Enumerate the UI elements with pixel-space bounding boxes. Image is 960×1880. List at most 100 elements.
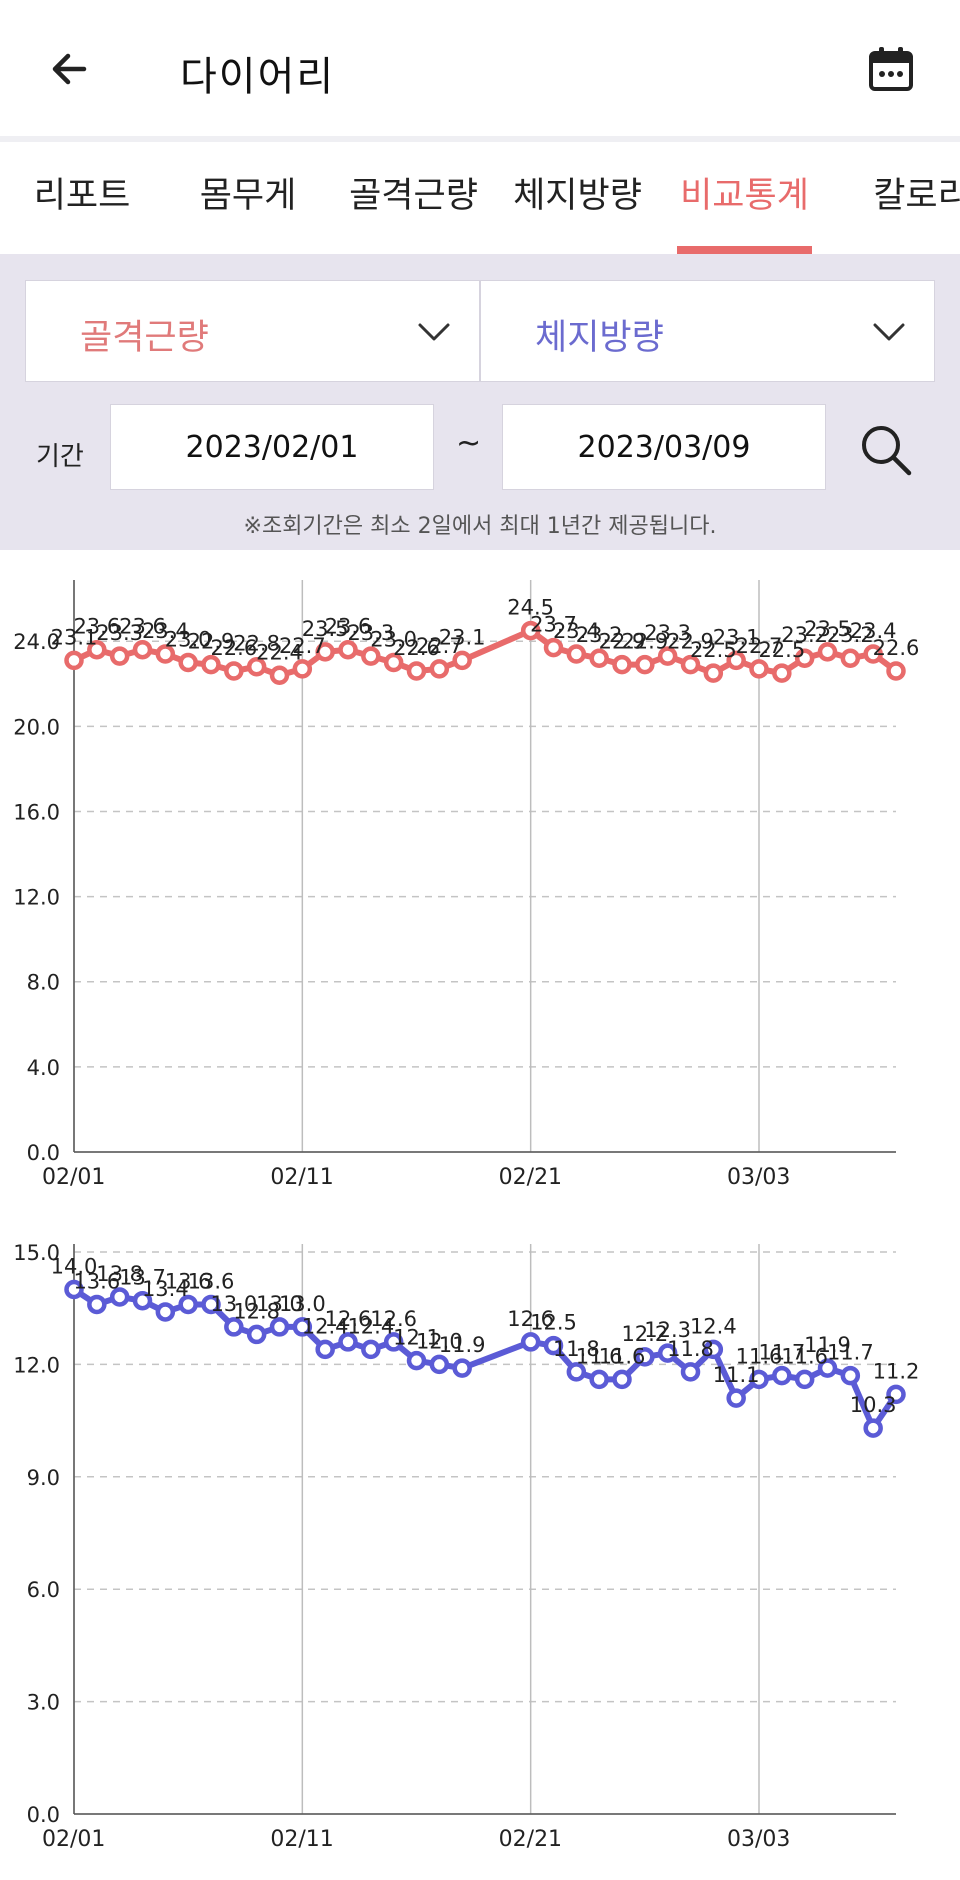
data-point[interactable]	[201, 654, 221, 675]
data-point[interactable]	[886, 1384, 906, 1405]
data-label: 11.6	[781, 1344, 828, 1368]
data-point[interactable]	[155, 644, 176, 664]
data-point[interactable]	[132, 1290, 153, 1311]
data-point[interactable]	[201, 1294, 221, 1315]
data-label: 22.4	[256, 640, 303, 664]
data-point[interactable]	[109, 1287, 130, 1307]
data-point[interactable]	[361, 1339, 381, 1360]
data-point[interactable]	[315, 642, 335, 662]
data-point[interactable]	[726, 650, 746, 671]
data-label: 13.6	[188, 1269, 235, 1293]
data-point[interactable]	[292, 1317, 313, 1337]
data-point[interactable]	[612, 654, 632, 675]
data-point[interactable]	[452, 650, 472, 671]
data-point[interactable]	[520, 620, 541, 641]
data-point[interactable]	[543, 637, 564, 658]
data-point[interactable]	[817, 1358, 838, 1378]
data-point[interactable]	[361, 646, 381, 666]
data-point[interactable]	[612, 1369, 632, 1390]
tab-muscle[interactable]: 골격근량	[349, 176, 478, 216]
data-point[interactable]	[109, 646, 130, 666]
end-date-input[interactable]: 2023/03/09	[502, 404, 826, 490]
arrow-left-icon	[52, 53, 87, 85]
data-label: 11.9	[804, 1333, 851, 1357]
data-point[interactable]	[178, 652, 198, 673]
data-point[interactable]	[155, 1302, 176, 1322]
data-label: 11.8	[667, 1337, 714, 1361]
data-point[interactable]	[269, 665, 290, 686]
data-point[interactable]	[635, 1347, 655, 1367]
period-notice: ※조회기간은 최소 2일에서 최대 1년간 제공됩니다.	[243, 514, 717, 539]
data-point[interactable]	[64, 1279, 84, 1300]
data-point[interactable]	[246, 1324, 267, 1345]
tab-bar: 리포트 몸무게 골격근량 체지방량 비교통계 칼로리	[0, 148, 960, 254]
data-point[interactable]	[589, 1369, 609, 1390]
data-point[interactable]	[429, 659, 450, 679]
data-label: 11.7	[758, 1341, 805, 1365]
data-point[interactable]	[749, 659, 769, 679]
data-point[interactable]	[132, 639, 153, 660]
data-point[interactable]	[566, 644, 587, 664]
data-point[interactable]	[589, 648, 609, 668]
search-button[interactable]	[858, 422, 914, 478]
data-point[interactable]	[863, 644, 883, 664]
data-label: 22.9	[188, 630, 235, 654]
data-point[interactable]	[726, 1388, 746, 1408]
tab-report[interactable]: 리포트	[33, 176, 131, 216]
right-metric-select[interactable]: 체지방량	[480, 280, 935, 382]
tab-compare-stats[interactable]: 비교통계	[680, 176, 809, 216]
data-point[interactable]	[772, 663, 792, 683]
data-point[interactable]	[657, 646, 678, 666]
data-point[interactable]	[886, 661, 906, 681]
data-point[interactable]	[64, 650, 84, 671]
data-point[interactable]	[543, 1335, 564, 1356]
data-point[interactable]	[292, 659, 313, 679]
data-point[interactable]	[406, 1350, 427, 1371]
calendar-button[interactable]	[866, 44, 916, 94]
data-point[interactable]	[657, 1343, 678, 1363]
data-point[interactable]	[315, 1339, 335, 1360]
data-point[interactable]	[87, 639, 107, 660]
data-point[interactable]	[840, 648, 861, 668]
data-point[interactable]	[224, 661, 244, 681]
data-point[interactable]	[520, 1332, 541, 1352]
left-metric-select[interactable]: 골격근량	[25, 280, 480, 382]
data-label: 11.2	[873, 1359, 920, 1383]
data-point[interactable]	[635, 654, 655, 675]
data-point[interactable]	[338, 639, 358, 660]
data-label: 22.6	[873, 636, 920, 660]
data-point[interactable]	[680, 1362, 701, 1382]
data-point[interactable]	[178, 1294, 198, 1315]
data-point[interactable]	[383, 1332, 404, 1352]
x-tick-label: 02/01	[42, 1827, 105, 1852]
data-point[interactable]	[680, 654, 701, 675]
data-point[interactable]	[87, 1294, 107, 1315]
data-point[interactable]	[794, 1369, 815, 1390]
tab-body-fat[interactable]: 체지방량	[513, 176, 642, 216]
back-button[interactable]	[44, 44, 94, 94]
data-point[interactable]	[246, 656, 267, 677]
tab-weight[interactable]: 몸무게	[199, 176, 297, 216]
data-point[interactable]	[338, 1332, 358, 1352]
data-point[interactable]	[452, 1358, 472, 1378]
data-point[interactable]	[772, 1365, 792, 1386]
data-point[interactable]	[703, 663, 724, 683]
data-point[interactable]	[794, 648, 815, 668]
data-point[interactable]	[840, 1365, 861, 1386]
data-label: 22.7	[279, 634, 326, 658]
data-point[interactable]	[566, 1362, 587, 1382]
data-point[interactable]	[429, 1354, 450, 1375]
start-date-input[interactable]: 2023/02/01	[110, 404, 434, 490]
data-point[interactable]	[269, 1317, 290, 1337]
data-point[interactable]	[817, 642, 838, 662]
data-point[interactable]	[749, 1369, 769, 1390]
data-point[interactable]	[863, 1418, 883, 1438]
x-tick-label: 02/21	[499, 1827, 562, 1852]
data-point[interactable]	[703, 1339, 724, 1360]
data-point[interactable]	[406, 661, 427, 681]
active-tab-indicator	[677, 246, 812, 254]
tab-calorie[interactable]: 칼로리	[873, 176, 960, 216]
data-label: 23.1	[51, 625, 98, 649]
data-point[interactable]	[224, 1317, 244, 1337]
data-point[interactable]	[383, 652, 404, 673]
